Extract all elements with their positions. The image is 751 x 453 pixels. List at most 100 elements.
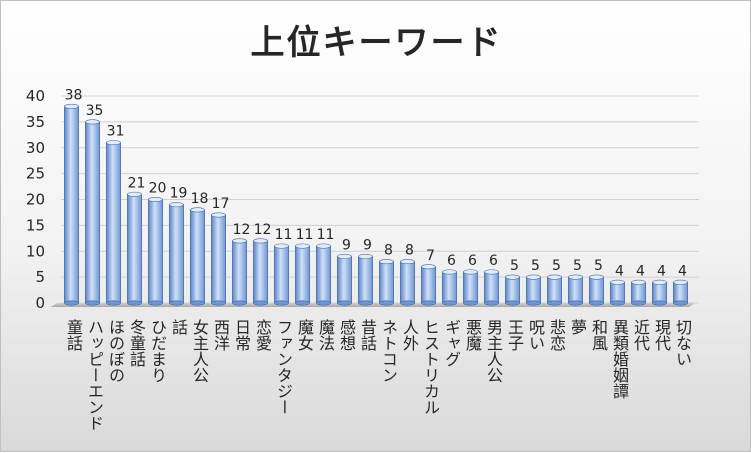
- bar: [421, 264, 436, 306]
- bar: [64, 103, 79, 306]
- bar: [505, 274, 520, 306]
- data-label: 19: [170, 186, 188, 202]
- data-label: 7: [426, 248, 435, 264]
- y-tick-label: 30: [26, 139, 45, 157]
- category-label: 王子: [505, 319, 524, 351]
- category-label: 女主人公: [190, 318, 209, 383]
- y-tick-label: 40: [26, 87, 45, 105]
- data-label: 4: [615, 263, 624, 279]
- category-label: ヒストリカル: [421, 319, 440, 415]
- category-label: 昔話: [358, 319, 377, 351]
- data-label: 31: [107, 124, 125, 140]
- bar: [106, 140, 121, 306]
- bar: [379, 259, 394, 306]
- category-label: ハッピーエンド: [85, 319, 104, 431]
- category-label: 夢: [568, 319, 587, 335]
- bar: [610, 279, 625, 306]
- bar: [589, 274, 604, 306]
- category-label: ギャグ: [442, 319, 461, 367]
- data-label: 6: [489, 253, 498, 269]
- data-label: 11: [317, 227, 335, 243]
- bar: [484, 269, 499, 306]
- category-label: ファンタジー: [274, 319, 293, 415]
- chart-title: 上位キーワード: [250, 23, 503, 63]
- category-label: 呪い: [526, 319, 545, 351]
- data-label: 6: [468, 253, 477, 269]
- y-tick-label: 20: [26, 191, 45, 209]
- y-tick-label: 10: [26, 242, 45, 260]
- data-label: 9: [342, 237, 351, 253]
- category-label: ネトコン: [379, 319, 398, 383]
- category-label: 日常: [232, 319, 251, 351]
- category-label: 魔法: [316, 319, 335, 351]
- bar: [673, 279, 688, 306]
- data-label: 12: [254, 222, 272, 238]
- y-tick-label: 0: [35, 294, 45, 312]
- bar: [169, 202, 184, 306]
- data-label: 4: [657, 263, 666, 279]
- category-label: 魔女: [295, 319, 314, 351]
- bar: [463, 269, 478, 306]
- y-tick-label: 35: [26, 113, 45, 131]
- category-label: 現代: [652, 319, 671, 352]
- category-label: 異類婚姻譚: [610, 319, 629, 399]
- data-label: 20: [149, 181, 167, 197]
- y-tick-label: 15: [26, 216, 45, 234]
- bar: [253, 238, 268, 306]
- data-label: 5: [510, 258, 519, 274]
- data-label: 17: [212, 196, 230, 212]
- category-label: 男主人公: [484, 319, 503, 383]
- data-label: 8: [384, 243, 393, 259]
- bar: [568, 274, 583, 306]
- category-label: 冬童話: [127, 319, 146, 367]
- bar: [190, 207, 205, 306]
- bar: [526, 274, 541, 306]
- data-label: 5: [594, 258, 603, 274]
- category-label: 和風: [589, 319, 608, 352]
- category-label: 童話: [64, 318, 83, 351]
- category-label: ほのぼの: [106, 319, 125, 383]
- bar: [337, 253, 352, 306]
- data-label: 5: [531, 258, 540, 274]
- bar: [127, 191, 142, 306]
- bar: [358, 253, 373, 306]
- data-label: 4: [636, 263, 645, 279]
- data-label: 6: [447, 253, 456, 269]
- bars: [64, 103, 688, 306]
- data-label: 38: [65, 87, 83, 103]
- category-label: ひだまり: [148, 319, 167, 383]
- data-label: 12: [233, 222, 251, 238]
- category-label: 感想: [337, 319, 356, 351]
- category-label: 西洋: [211, 319, 230, 351]
- data-label: 21: [128, 175, 146, 191]
- bar: [316, 243, 331, 306]
- category-label: 切ない: [673, 319, 692, 367]
- bar: [442, 269, 457, 306]
- y-axis-ticks: 0 5 10 15 20 25 30 35 40: [26, 87, 45, 312]
- bar: [211, 212, 226, 306]
- bar: [274, 243, 289, 306]
- bar: [148, 197, 163, 306]
- category-label: 恋愛: [253, 318, 272, 351]
- bar: [295, 243, 310, 306]
- data-label: 5: [573, 258, 582, 274]
- x-axis-categories: 童話 ハッピーエンド ほのぼの 冬童話 ひだまり話女主人公 西洋 日常 恋愛 ファンタジー 魔女魔…: [64, 318, 692, 431]
- category-label: 人外: [400, 319, 419, 351]
- category-label: 悲恋: [547, 319, 566, 351]
- data-label: 11: [275, 227, 293, 243]
- bar: [400, 259, 415, 306]
- bar: [631, 279, 646, 306]
- y-tick-label: 5: [35, 268, 45, 286]
- data-label: 18: [191, 191, 209, 207]
- bar: [652, 279, 667, 306]
- category-label: 悪魔: [463, 319, 482, 351]
- data-label: 9: [363, 237, 372, 253]
- bar: [547, 274, 562, 306]
- y-tick-label: 25: [26, 165, 45, 183]
- category-label: 近代: [631, 319, 650, 352]
- bar: [232, 238, 247, 306]
- data-label: 8: [405, 243, 414, 259]
